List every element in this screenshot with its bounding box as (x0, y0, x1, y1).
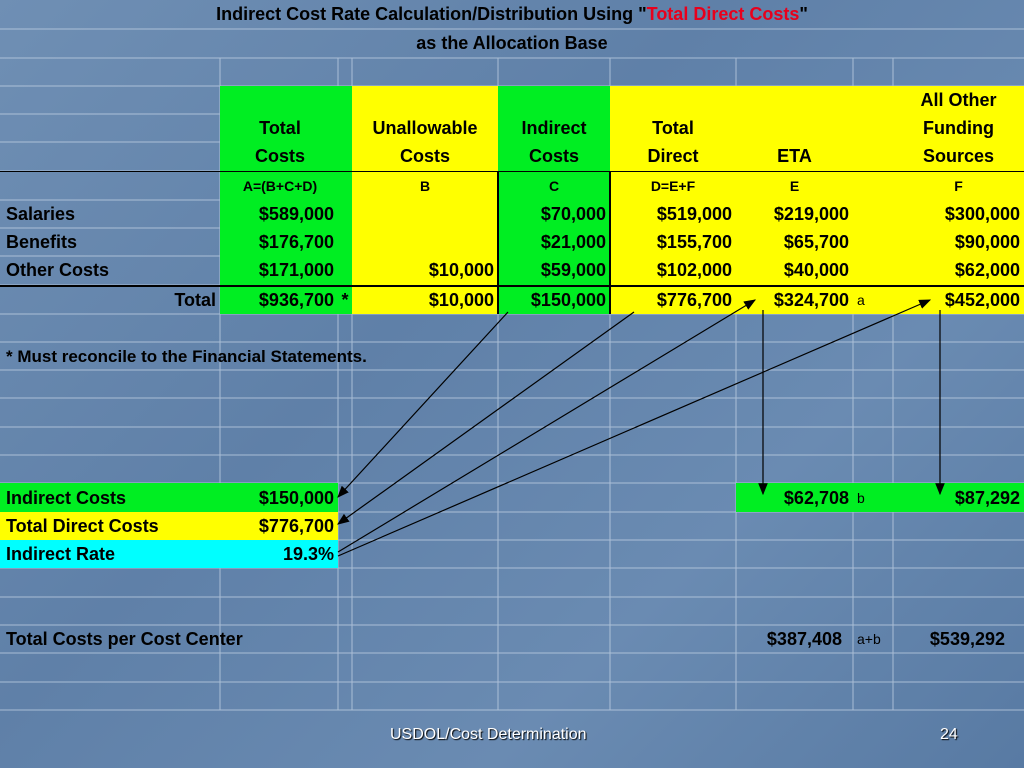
indirect-column-fill (498, 86, 610, 314)
cell-f: $300,000 (944, 204, 1020, 224)
row-label: Other Costs (6, 260, 110, 280)
indirect-costs-row-fill (0, 483, 338, 512)
footer-source: USDOL/Cost Determination (390, 726, 587, 743)
indirect-rate-value: 19.3% (282, 544, 334, 564)
header-all-other-3: Sources (922, 146, 995, 166)
total-divider (0, 285, 1024, 287)
cell-a: $171,000 (258, 260, 334, 280)
cell-c: $59,000 (540, 260, 606, 280)
total-c: $150,000 (530, 290, 606, 310)
indirect-rate-row-fill (0, 540, 338, 568)
header-indirect-2: Costs (528, 146, 579, 166)
unallowable-column-fill (352, 86, 498, 314)
formula-f: F (954, 178, 963, 194)
header-unallowable-2: Costs (399, 146, 450, 166)
cell-a: $176,700 (258, 232, 334, 252)
cell-e: $40,000 (783, 260, 849, 280)
slide-subtitle: as the Allocation Base (416, 33, 608, 53)
cell-c: $70,000 (540, 204, 606, 224)
formula-a: A=(B+C+D) (242, 178, 318, 194)
title-prefix: Indirect Cost Rate Calculation/Distribut… (216, 4, 647, 24)
cell-f: $62,000 (954, 260, 1020, 280)
total-b: $10,000 (428, 290, 494, 310)
total-label: Total (174, 290, 216, 310)
total-a: $936,700 (258, 290, 334, 310)
formula-e: E (789, 178, 800, 194)
footer-page-number: 24 (940, 726, 958, 743)
indirect-costs-label: Indirect Costs (6, 488, 127, 508)
title-suffix: " (799, 4, 808, 24)
cell-b: $10,000 (428, 260, 494, 280)
total-direct-row-fill (0, 512, 338, 540)
total-direct-costs-label: Total Direct Costs (6, 516, 159, 536)
indirect-left-border (497, 171, 499, 314)
cell-e: $219,000 (773, 204, 849, 224)
formula-d: D=E+F (650, 178, 696, 194)
header-unallowable-1: Unallowable (372, 118, 478, 138)
total-f: $452,000 (944, 290, 1020, 310)
formula-b: B (419, 178, 431, 194)
total-e-note: a (857, 292, 865, 308)
eta-allocation-note: b (857, 490, 865, 506)
total-direct-costs-value: $776,700 (258, 516, 334, 536)
total-e: $324,700 (773, 290, 849, 310)
header-total-costs-1: Total (259, 118, 301, 138)
title-highlight: Total Direct Costs (646, 4, 800, 24)
row-label: Benefits (6, 232, 78, 252)
cost-center-label: Total Costs per Cost Center (6, 629, 243, 649)
cell-c: $21,000 (540, 232, 606, 252)
total-d: $776,700 (656, 290, 732, 310)
header-total-direct-1: Total (652, 118, 694, 138)
header-all-other-1: All Other (920, 90, 997, 110)
total-a-mark: * (341, 290, 349, 310)
indirect-costs-value: $150,000 (258, 488, 334, 508)
cell-f: $90,000 (954, 232, 1020, 252)
indirect-right-border (609, 171, 611, 314)
direct-columns-fill (610, 86, 1024, 314)
header-eta: ETA (777, 146, 812, 166)
header-all-other-2: Funding (923, 118, 994, 138)
slide-title: Indirect Cost Rate Calculation/Distribut… (0, 4, 1024, 25)
header-total-costs-2: Costs (254, 146, 305, 166)
cost-center-eta-value: $387,408 (766, 629, 842, 649)
cost-center-other-value: $539,292 (929, 629, 1005, 649)
total-costs-column-fill (220, 86, 352, 314)
header-total-direct-2: Direct (647, 146, 699, 166)
cell-d: $155,700 (656, 232, 732, 252)
cost-center-eta-note: a+b (857, 631, 881, 647)
cell-e: $65,700 (783, 232, 849, 252)
header-divider (0, 171, 1024, 172)
cell-d: $102,000 (656, 260, 732, 280)
formula-c: C (548, 178, 560, 194)
header-indirect-1: Indirect (521, 118, 587, 138)
row-label: Salaries (6, 204, 76, 224)
eta-allocation-value: $62,708 (783, 488, 849, 508)
other-allocation-value: $87,292 (954, 488, 1020, 508)
cell-a: $589,000 (258, 204, 334, 224)
cell-d: $519,000 (656, 204, 732, 224)
indirect-rate-label: Indirect Rate (6, 544, 116, 564)
footnote: * Must reconcile to the Financial Statem… (6, 347, 367, 366)
